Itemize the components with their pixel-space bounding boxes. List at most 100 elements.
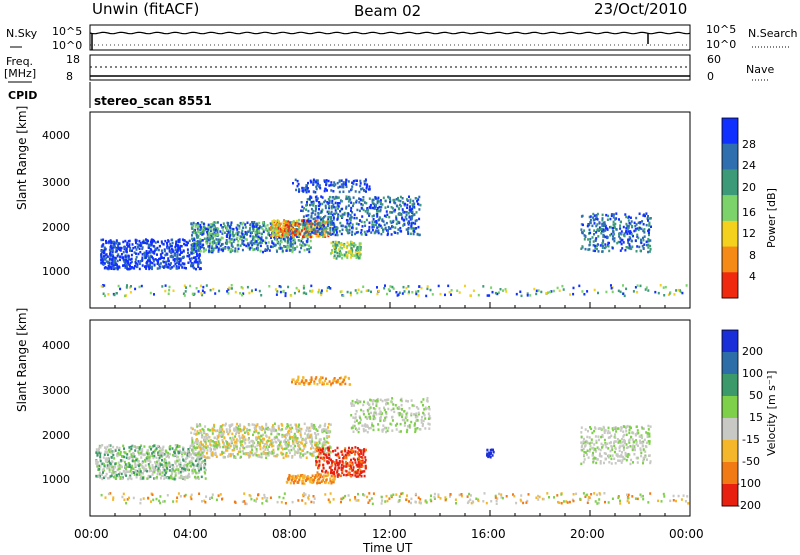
power-echo-cell <box>260 250 262 253</box>
nsky-trace-line <box>90 32 690 33</box>
power-echo-cell <box>333 222 335 225</box>
velocity-echo-cell <box>162 446 164 449</box>
power-echo-cell <box>304 249 306 252</box>
power-echo-cell <box>602 217 604 220</box>
power-echo-cell <box>365 210 367 213</box>
power-echo-cell <box>384 224 386 227</box>
power-echo-cell <box>358 289 360 292</box>
velocity-echo-cell <box>156 457 158 460</box>
velocity-echo-cell <box>307 451 309 454</box>
velocity-echo-cell <box>250 445 252 448</box>
power-echo-cell <box>309 233 311 236</box>
velocity-echo-cell <box>152 464 154 467</box>
power-echo-cell <box>578 285 580 288</box>
power-panel-frame <box>90 112 690 308</box>
velocity-echo-cell <box>256 444 258 447</box>
power-echo-cell <box>337 182 339 185</box>
power-echo-cell <box>411 291 413 294</box>
velocity-echo-cell <box>221 425 223 428</box>
velocity-echo-cell <box>95 475 97 478</box>
power-echo-cell <box>145 265 147 268</box>
power-echo-cell <box>373 214 375 217</box>
power-echo-cell <box>139 286 141 289</box>
power-echo-cell <box>447 285 449 288</box>
power-echo-cell <box>427 285 429 288</box>
power-echo-cell <box>110 245 112 248</box>
velocity-echo-cell <box>129 464 131 467</box>
velocity-echo-cell <box>235 433 237 436</box>
power-echo-cell <box>238 225 240 228</box>
velocity-echo-cell <box>133 468 135 471</box>
power-echo-cell <box>402 224 404 227</box>
power-echo-cell <box>223 222 225 225</box>
power-echo-cell <box>183 249 185 252</box>
power-echo-cell <box>270 235 272 238</box>
velocity-colorbar-segment <box>722 352 738 375</box>
power-echo-cell <box>356 292 358 295</box>
power-echo-cell <box>101 285 103 288</box>
velocity-echo-cell <box>191 469 193 472</box>
power-echo-cell <box>389 201 391 204</box>
velocity-echo-cell <box>242 450 244 453</box>
velocity-echo-cell <box>215 430 217 433</box>
power-echo-cell <box>257 247 259 250</box>
power-echo-cell <box>621 243 623 246</box>
velocity-echo-cell <box>185 460 187 463</box>
power-echo-cell <box>267 224 269 227</box>
power-echo-cell <box>303 187 305 190</box>
power-echo-cell <box>294 223 296 226</box>
power-echo-cell <box>173 290 175 293</box>
velocity-echo-cell <box>281 428 283 431</box>
power-echo-cell <box>590 222 592 225</box>
power-echo-cell <box>334 255 336 258</box>
power-echo-cell <box>648 222 650 225</box>
power-echo-cell <box>177 244 179 247</box>
velocity-echo-cell <box>318 465 320 468</box>
power-echo-cell <box>335 196 337 199</box>
velocity-echo-cell <box>281 436 283 439</box>
velocity-echo-cell <box>223 456 225 459</box>
power-echo-cell <box>597 228 599 231</box>
velocity-echo-cell <box>157 445 159 448</box>
velocity-echo-cell <box>213 429 215 432</box>
power-echo-cell <box>345 179 347 182</box>
power-echo-cell <box>660 284 662 287</box>
power-echo-cell <box>306 240 308 243</box>
power-echo-cell <box>588 244 590 247</box>
velocity-echo-cell <box>110 475 112 478</box>
power-echo-cell <box>303 235 305 238</box>
power-echo-cell <box>248 292 250 295</box>
power-echo-cell <box>228 287 230 290</box>
power-echo-cell <box>549 291 551 294</box>
power-echo-cell <box>222 226 224 229</box>
velocity-echo-cell <box>102 471 104 474</box>
power-echo-cell <box>406 218 408 221</box>
power-echo-cell <box>121 247 123 250</box>
velocity-echo-cell <box>357 451 359 454</box>
velocity-echo-cell <box>133 455 135 458</box>
power-echo-cell <box>403 219 405 222</box>
velocity-colorbar-segment <box>722 374 738 397</box>
velocity-echo-cell <box>154 461 156 464</box>
power-echo-cell <box>238 248 240 251</box>
power-echo-cell <box>408 291 410 294</box>
power-echo-cell <box>139 251 141 254</box>
velocity-echo-cell <box>262 438 264 441</box>
power-echo-cell <box>199 268 201 271</box>
power-echo-cell <box>405 287 407 290</box>
power-echo-cell <box>202 239 204 242</box>
power-echo-cell <box>364 225 366 228</box>
velocity-echo-cell <box>226 449 228 452</box>
velocity-echo-cell <box>327 474 329 477</box>
velocity-echo-cell <box>347 452 349 455</box>
power-echo-cell <box>249 224 251 227</box>
velocity-echo-cell <box>152 473 154 476</box>
velocity-echo-cell <box>236 423 238 426</box>
power-echo-cell <box>596 223 598 226</box>
power-echo-cell <box>650 226 652 229</box>
power-echo-cell <box>220 248 222 251</box>
power-echo-cell <box>131 250 133 253</box>
power-echo-cell <box>376 210 378 213</box>
power-echo-cell <box>675 289 677 292</box>
velocity-echo-cell <box>123 451 125 454</box>
